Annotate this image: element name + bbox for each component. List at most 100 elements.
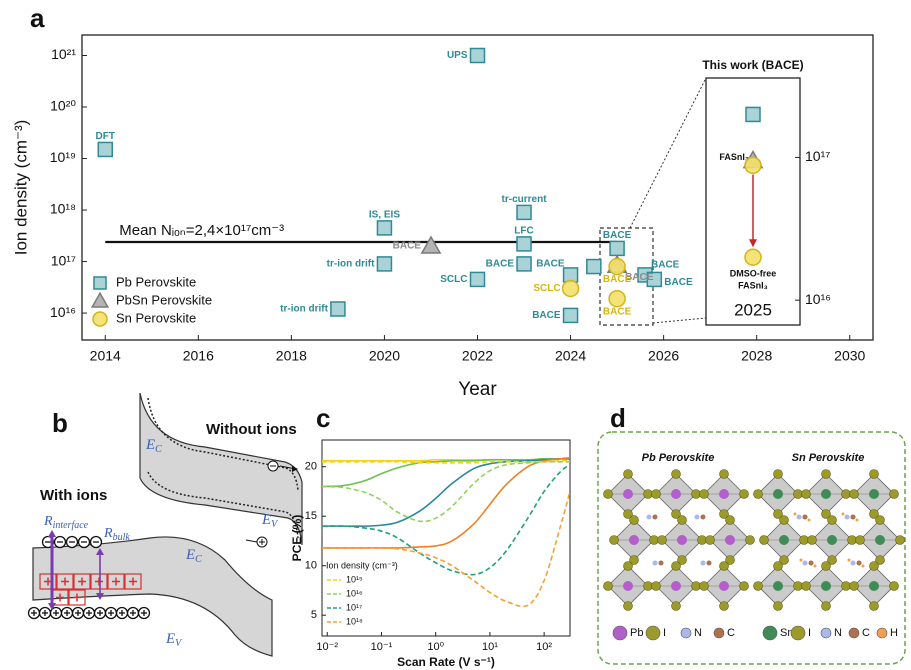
symbol: E (261, 512, 271, 528)
atom (870, 470, 879, 479)
atom (803, 561, 808, 566)
electron (268, 461, 278, 471)
y-tick-label: 5 (311, 609, 317, 621)
point-label: FASnI₃ (719, 152, 749, 162)
y-tick-label: 10¹⁷ (51, 252, 76, 268)
atom (850, 490, 859, 499)
point-label: FASnI₃ (738, 281, 768, 291)
arrow (246, 540, 257, 542)
data-point (564, 308, 578, 322)
zoom-line (630, 78, 706, 228)
x-tick-label: 2026 (648, 348, 679, 364)
data-point (745, 249, 761, 265)
x-tick-label: 2030 (834, 348, 865, 364)
atom (842, 582, 851, 591)
legend-label: C (727, 627, 735, 639)
atom (701, 515, 706, 520)
point-label: tr-ion drift (280, 304, 328, 315)
y-tick-label: 10¹⁷ (805, 148, 830, 164)
atom (794, 513, 797, 516)
point-label: BACE (603, 230, 632, 241)
x-tick-label: 2022 (462, 348, 493, 364)
atom (821, 581, 831, 591)
atom (794, 490, 803, 499)
atom (890, 582, 899, 591)
atom (754, 582, 763, 591)
atom (695, 515, 700, 520)
zoom-line (653, 318, 706, 323)
atom (774, 602, 783, 611)
atom (802, 582, 811, 591)
mean-label: Mean Nᵢₒₙ=2,4×10¹⁷cm⁻³ (119, 222, 284, 239)
atom (678, 516, 687, 525)
y-tick-label: 10¹⁹ (50, 149, 76, 165)
atom (876, 516, 885, 525)
atom (809, 561, 814, 566)
resistance-label: Rbulk (103, 526, 130, 543)
legend-label: PbSn Perovskite (116, 292, 212, 307)
atom (870, 562, 879, 571)
legend-label: I (808, 627, 811, 639)
atom (701, 561, 706, 566)
data-point (587, 260, 601, 274)
atom (800, 559, 803, 562)
x-axis-title: Scan Rate (V s⁻¹) (397, 655, 495, 669)
y-tick-label: 20 (305, 461, 317, 473)
atom (827, 535, 837, 545)
point-label: SCLC (533, 283, 560, 294)
data-point (471, 48, 485, 62)
atom (677, 535, 687, 545)
atom (822, 602, 831, 611)
symbol: E (145, 437, 155, 453)
atom (658, 536, 667, 545)
x-tick-label: 2024 (555, 348, 586, 364)
atom (896, 536, 905, 545)
atom (653, 561, 658, 566)
atom (700, 490, 709, 499)
data-point (563, 280, 579, 296)
legend-label: Sn Perovskite (116, 310, 196, 325)
symbol: E (165, 631, 175, 647)
legend-atom (877, 628, 887, 638)
x-tick-label: 2020 (369, 348, 400, 364)
atom (740, 490, 749, 499)
atom (774, 470, 783, 479)
atom (851, 561, 856, 566)
x-tick-label: 10¹ (482, 641, 498, 653)
data-point (377, 257, 391, 271)
atom (647, 515, 652, 520)
atom (623, 581, 633, 591)
atom (719, 489, 729, 499)
atom (740, 582, 749, 591)
inset-title: This work (BACE) (702, 58, 803, 72)
data-point (377, 221, 391, 235)
point-label: BACE (532, 310, 561, 321)
label-with-ions: With ions (40, 487, 107, 504)
atom (797, 515, 802, 520)
atom (672, 562, 681, 571)
data-point (610, 241, 624, 255)
x-tick-label: 10² (536, 641, 552, 653)
atom (624, 602, 633, 611)
atom (870, 602, 879, 611)
atom (644, 582, 653, 591)
point-label: SCLC (440, 274, 467, 285)
legend-atom (681, 628, 691, 638)
atom (719, 581, 729, 591)
x-tick-label: 2016 (183, 348, 214, 364)
legend-atom (763, 626, 777, 640)
atom (698, 536, 707, 545)
data-point (609, 291, 625, 307)
atom (803, 515, 808, 520)
point-label: IS, EIS (369, 210, 400, 221)
point-label: BACE (393, 241, 422, 252)
line-series (322, 465, 570, 575)
atom (822, 470, 831, 479)
y-tick-label: 10²⁰ (50, 98, 76, 114)
atom (720, 602, 729, 611)
atom (857, 561, 862, 566)
legend-label: 10¹⁸ (346, 616, 363, 626)
hole (257, 537, 267, 547)
point-label: tr-ion drift (327, 259, 375, 270)
symbol: R (43, 514, 53, 529)
